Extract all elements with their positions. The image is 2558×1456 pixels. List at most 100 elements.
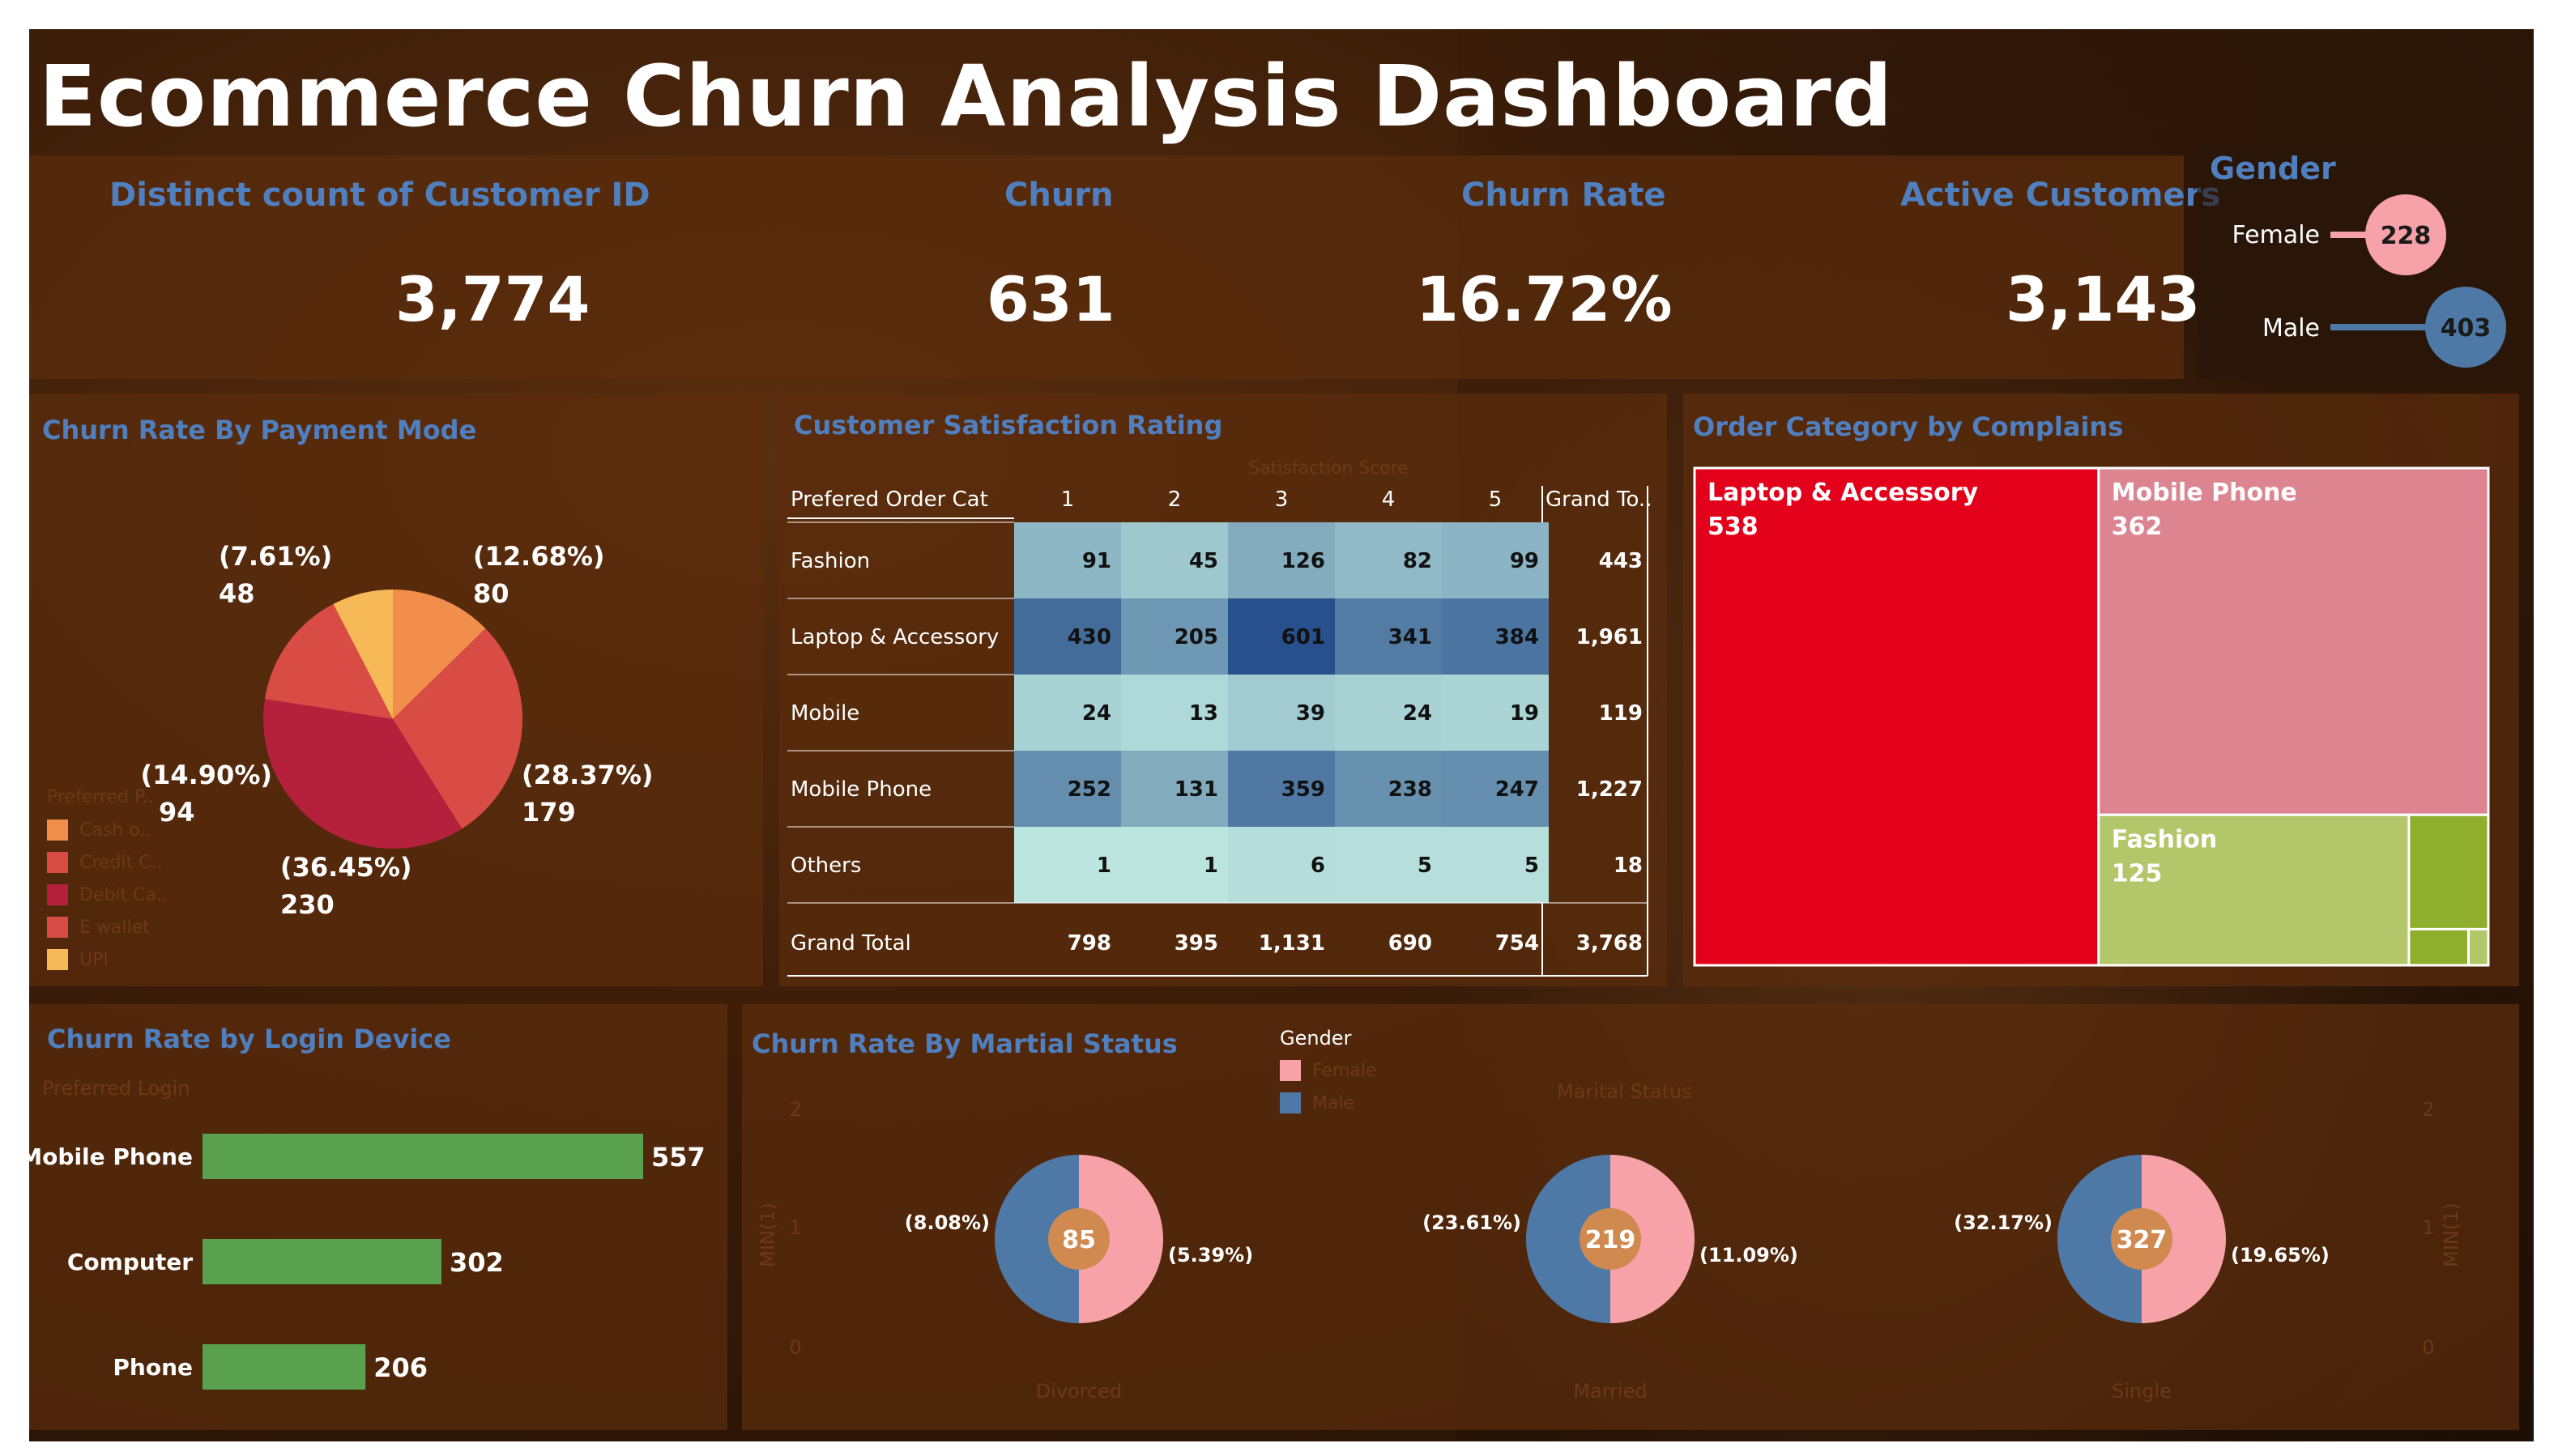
heatmap-cell[interactable] — [1442, 675, 1549, 751]
legend-label: Debit Ca.. — [79, 884, 168, 905]
donut-female-segment[interactable] — [2142, 1155, 2226, 1323]
legend-swatch — [47, 884, 68, 905]
donut-center — [2111, 1208, 2172, 1270]
heatmap-cell[interactable] — [1014, 827, 1121, 903]
bar-mark[interactable] — [203, 1344, 366, 1390]
heatmap-cell[interactable] — [1442, 827, 1549, 903]
kpi-customers-label: Distinct count of Customer ID — [109, 177, 650, 214]
donut-female-percent: (5.39%) — [1168, 1244, 1253, 1267]
heatmap-cell[interactable] — [1335, 751, 1442, 827]
heatmap-cell-value: 205 — [1175, 625, 1218, 649]
marital-legend-item[interactable]: Female — [1280, 1054, 1377, 1087]
kpi-active-value: 3,143 — [2006, 263, 2201, 335]
bar-mark[interactable] — [203, 1239, 441, 1284]
heatmap-cell[interactable] — [1121, 751, 1228, 827]
kpi-rate-value: 16.72% — [1416, 263, 1673, 335]
donut-center — [1048, 1208, 1110, 1270]
heatmap-cell[interactable] — [1228, 522, 1335, 598]
legend-swatch — [47, 949, 68, 970]
row-header: Prefered Order Cat — [791, 487, 988, 512]
pie-slice[interactable] — [393, 590, 486, 719]
heatmap-cell[interactable] — [1228, 751, 1335, 827]
legend-swatch — [1280, 1060, 1301, 1081]
column-header: 1 — [1061, 487, 1075, 512]
heatmap-cell[interactable] — [1121, 675, 1228, 751]
heatmap-cell-value: 82 — [1403, 549, 1432, 573]
donut-female-segment[interactable] — [1610, 1155, 1695, 1323]
treemap-cell[interactable] — [2097, 466, 2490, 816]
heatmap-cell[interactable] — [1442, 751, 1549, 827]
kpi-rate-label: Churn Rate — [1461, 177, 1666, 214]
pie-percent-label: (7.61%) — [219, 541, 332, 572]
payment-legend-item[interactable]: E wallet — [47, 911, 168, 943]
legend-label: Cash o.. — [79, 820, 151, 841]
y-tick-left: 1 — [789, 1216, 801, 1239]
marital-legend-item[interactable]: Male — [1280, 1087, 1377, 1119]
row-total-value: 119 — [1599, 701, 1643, 726]
pie-slice[interactable] — [264, 603, 393, 719]
payment-legend-item[interactable]: Cash o.. — [47, 814, 168, 846]
grand-total-value: 690 — [1388, 931, 1432, 956]
heatmap-cell[interactable] — [1335, 827, 1442, 903]
heatmap-cell-value: 252 — [1068, 777, 1111, 802]
treemap-cell[interactable] — [1693, 466, 2100, 967]
heatmap-cell[interactable] — [1228, 827, 1335, 903]
treemap-cell[interactable] — [2407, 927, 2470, 967]
donut-female-segment[interactable] — [1079, 1155, 1163, 1323]
bar-mark[interactable] — [203, 1134, 643, 1179]
donut-male-percent: (8.08%) — [905, 1211, 990, 1234]
pie-slice[interactable] — [393, 628, 522, 829]
complaints-treemap: Laptop & Accessory 538 Mobile Phone 362 Fash… — [1693, 466, 2490, 967]
payment-legend-item[interactable]: Credit C.. — [47, 846, 168, 879]
heatmap-cell-value: 13 — [1189, 701, 1218, 726]
heatmap-cell[interactable] — [1228, 675, 1335, 751]
heatmap-cell-value: 99 — [1510, 549, 1539, 573]
heatmap-cell[interactable] — [1121, 598, 1228, 675]
gender-female-label: Female — [2232, 221, 2320, 249]
pie-value-label: 230 — [280, 889, 335, 920]
row-label: Fashion — [791, 549, 870, 573]
heatmap-cell-value: 24 — [1403, 701, 1432, 726]
bar-value-label: 206 — [373, 1352, 428, 1383]
facet-label: Married — [1573, 1380, 1647, 1403]
heatmap-cell[interactable] — [1121, 522, 1228, 598]
heatmap-cell[interactable] — [1442, 598, 1549, 675]
login-axis-label: Preferred Login — [42, 1077, 190, 1100]
heatmap-cell[interactable] — [1335, 522, 1442, 598]
heatmap-cell[interactable] — [1014, 598, 1121, 675]
legend-label: E wallet — [79, 917, 150, 938]
heatmap-cell[interactable] — [1335, 598, 1442, 675]
heatmap-cell[interactable] — [1228, 598, 1335, 675]
heatmap-cell-value: 1 — [1097, 854, 1111, 878]
bar-value-label: 302 — [450, 1247, 504, 1278]
pie-slice[interactable] — [263, 699, 463, 849]
treemap-cell[interactable] — [2407, 813, 2490, 930]
heatmap-cell[interactable] — [1014, 522, 1121, 598]
treemap-cell[interactable] — [2466, 927, 2490, 967]
heatmap-cell-value: 384 — [1495, 625, 1539, 649]
heatmap-cell[interactable] — [1335, 675, 1442, 751]
y-tick-right: 2 — [2422, 1098, 2434, 1121]
heatmap-cell-value: 5 — [1524, 854, 1539, 878]
heatmap-cell-value: 430 — [1068, 625, 1111, 649]
marital-legend: Gender Female Male — [1280, 1027, 1377, 1119]
payment-legend-item[interactable]: Debit Ca.. — [47, 879, 168, 911]
y-axis-label-left: MIN(1) — [757, 1203, 779, 1267]
heatmap-cell[interactable] — [1014, 675, 1121, 751]
y-tick-left: 0 — [789, 1336, 801, 1359]
donut-male-segment[interactable] — [995, 1155, 1079, 1323]
donut-male-segment[interactable] — [2057, 1155, 2142, 1323]
row-total-value: 18 — [1614, 854, 1643, 878]
score-header: Satisfaction Score — [1248, 458, 1409, 479]
kpi-strip — [29, 155, 2184, 379]
donut-male-segment[interactable] — [1526, 1155, 1610, 1323]
payment-legend-item[interactable]: UPI — [47, 943, 168, 976]
heatmap-cell-value: 19 — [1510, 701, 1539, 726]
heatmap-cell[interactable] — [1014, 751, 1121, 827]
heatmap-cell[interactable] — [1442, 522, 1549, 598]
pie-slice[interactable] — [333, 590, 393, 719]
column-header: 4 — [1382, 487, 1396, 512]
heatmap-cell[interactable] — [1121, 827, 1228, 903]
legend-label: Female — [1312, 1060, 1377, 1081]
grand-total-label: Grand Total — [791, 931, 911, 956]
